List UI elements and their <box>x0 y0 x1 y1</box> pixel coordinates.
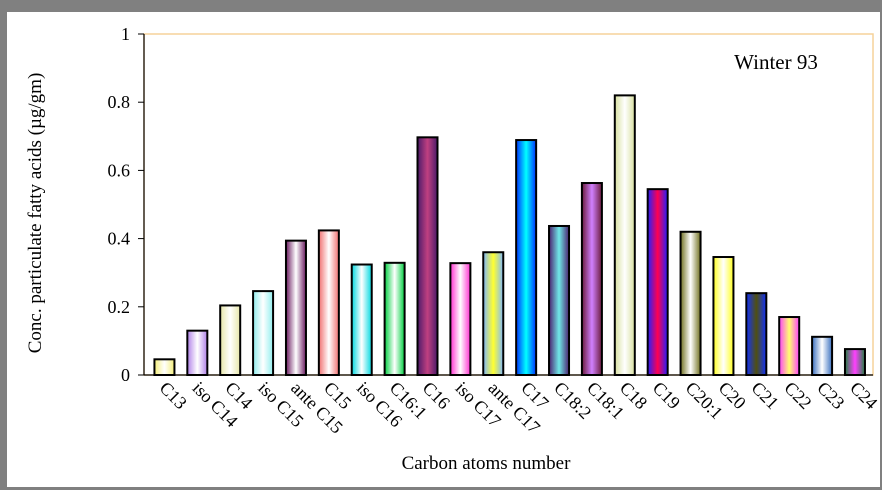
chart-annotation: Winter 93 <box>734 50 818 74</box>
bar-c15 <box>317 229 340 376</box>
y-tick-label: 0 <box>121 365 130 385</box>
y-tick-label: 0.4 <box>108 229 131 249</box>
bar-c17 <box>515 139 538 376</box>
y-axis-title: Conc. particulate fatty acids (µg/gm) <box>25 73 46 354</box>
bar-c24 <box>843 348 866 377</box>
x-axis-title: Carbon atoms number <box>402 453 572 474</box>
bar-iso-c16 <box>350 263 373 377</box>
bar-iso-c17 <box>449 262 472 376</box>
bar-ante-c17 <box>482 251 505 377</box>
x-tick-label: C23 <box>813 378 848 413</box>
y-tick-label: 1 <box>121 24 130 44</box>
y-tick-label: 0.2 <box>108 297 131 317</box>
bar-c18-2 <box>548 224 571 376</box>
bar-c18-1 <box>580 182 603 376</box>
y-tick-label: 0.6 <box>108 160 131 180</box>
bar-c23 <box>811 335 834 377</box>
x-tick-label: C22 <box>780 378 815 413</box>
bar-c20 <box>712 256 735 377</box>
x-tick-label: C24 <box>846 378 880 413</box>
x-tick-label: C21 <box>747 378 782 413</box>
chart-frame: 0 0.2 0.4 0.6 0.8 1 C13 iso C14 C14 iso C15 ante … <box>7 12 880 487</box>
x-tick-label: C19 <box>649 378 684 413</box>
bar-c20-1 <box>679 230 702 376</box>
bars-group <box>153 94 866 377</box>
bar-iso-c15 <box>252 290 275 377</box>
bar-c22 <box>778 316 801 376</box>
y-tick-label: 0.8 <box>108 92 131 112</box>
x-tick-label: C18:1 <box>583 378 628 423</box>
bar-c21 <box>745 292 768 376</box>
bar-c16-1 <box>383 261 406 377</box>
x-tick-label: C18:2 <box>550 378 595 423</box>
bar-c18 <box>613 94 636 376</box>
x-tick-label: C13 <box>156 378 191 413</box>
bar-c13 <box>153 358 176 376</box>
bar-c14 <box>219 304 242 377</box>
bar-iso-c14 <box>186 329 209 377</box>
x-tick-label: C20:1 <box>682 378 727 423</box>
bar-c16 <box>416 136 439 376</box>
bar-ante-c15 <box>284 239 307 376</box>
y-axis-ticks: 0 0.2 0.4 0.6 0.8 1 <box>108 24 144 385</box>
bar-c19 <box>646 188 669 376</box>
